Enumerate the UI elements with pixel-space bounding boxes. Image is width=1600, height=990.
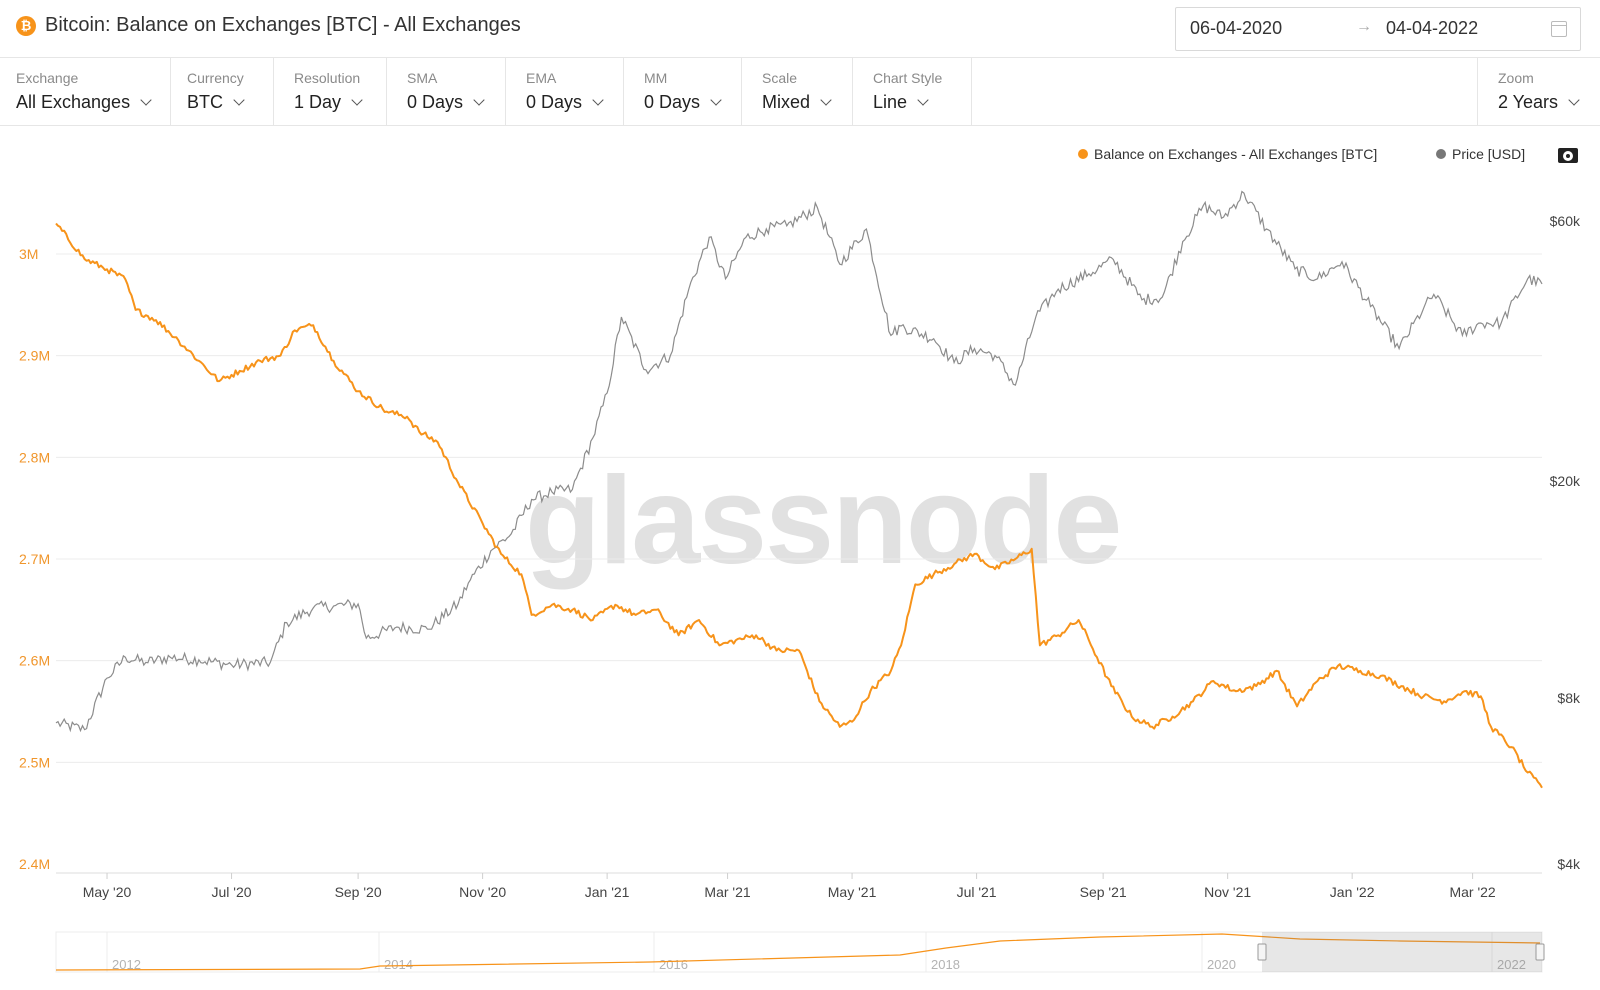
navigator-selection: [1262, 932, 1542, 972]
scale-dropdown[interactable]: Scale Mixed: [742, 58, 853, 126]
legend-item-price[interactable]: Price [USD]: [1436, 146, 1525, 162]
price-line: [55, 190, 1543, 733]
date-start-input[interactable]: 06-04-2020: [1190, 18, 1283, 38]
x-tick-label: Jan '21: [585, 884, 630, 900]
currency-dropdown[interactable]: Currency BTC: [171, 58, 274, 126]
zoom-label: Zoom: [1498, 70, 1534, 86]
scale-label: Scale: [762, 70, 798, 86]
resolution-value[interactable]: 1 Day: [294, 92, 363, 113]
navigator-handle: [1535, 943, 1545, 961]
y-right-tick-label: $20k: [1550, 473, 1581, 489]
scale-value[interactable]: Mixed: [762, 92, 832, 113]
camera-icon[interactable]: [1558, 148, 1578, 163]
y-right-tick-label: $4k: [1557, 856, 1581, 872]
sma-label: SMA: [407, 70, 438, 86]
zoom-dropdown[interactable]: Zoom 2 Years: [1477, 58, 1600, 126]
sma-value[interactable]: 0 Days: [407, 92, 485, 113]
y-right-tick-label: $8k: [1557, 690, 1581, 706]
resolution-dropdown[interactable]: Resolution 1 Day: [274, 58, 387, 126]
navigator-year-label: 2020: [1207, 957, 1236, 972]
x-tick-label: Jan '22: [1330, 884, 1375, 900]
chart-style-dropdown[interactable]: Chart Style Line: [853, 58, 972, 126]
header-bar: ₿ Bitcoin: Balance on Exchanges [BTC] - …: [0, 0, 1600, 58]
x-tick-label: Mar '22: [1449, 884, 1495, 900]
ema-dropdown[interactable]: EMA 0 Days: [506, 58, 624, 126]
navigator-year-label: 2012: [112, 957, 141, 972]
currency-label: Currency: [187, 70, 244, 86]
y-left-tick-label: 2.6M: [19, 653, 50, 669]
y-left-tick-label: 2.9M: [19, 348, 50, 364]
navigator-balance-line: [55, 933, 1541, 971]
x-tick-label: Mar '21: [704, 884, 750, 900]
arrow-right-icon: →: [1356, 18, 1372, 35]
calendar-icon[interactable]: [1551, 21, 1567, 37]
legend-item-balance[interactable]: Balance on Exchanges - All Exchanges [BT…: [1078, 146, 1377, 162]
x-tick-label: Jul '21: [957, 884, 997, 900]
x-tick-label: Sep '20: [335, 884, 382, 900]
legend-swatch-balance: [1078, 149, 1088, 159]
ema-value[interactable]: 0 Days: [526, 92, 604, 113]
page-title: Bitcoin: Balance on Exchanges [BTC] - Al…: [45, 14, 521, 36]
x-tick-label: May '21: [828, 884, 877, 900]
date-end-input[interactable]: 04-04-2022: [1386, 18, 1479, 38]
y-left-tick-label: 2.5M: [19, 754, 50, 770]
x-tick-label: Nov '20: [459, 884, 506, 900]
ema-label: EMA: [526, 70, 557, 86]
axis-labels: 2.4M 2.5M 2.6M 2.7M 2.8M 2.9M 3M $4k $8k $20k $60k…: [19, 213, 1581, 900]
chart-style-label: Chart Style: [873, 70, 943, 86]
balance-line: [55, 222, 1543, 789]
exchange-label: Exchange: [16, 70, 79, 86]
y-left-tick-label: 2.7M: [19, 551, 50, 567]
mm-value[interactable]: 0 Days: [644, 92, 722, 113]
navigator-year-label: 2022: [1497, 957, 1526, 972]
x-tick-label: Sep '21: [1080, 884, 1127, 900]
sma-dropdown[interactable]: SMA 0 Days: [387, 58, 506, 126]
mm-label: MM: [644, 70, 668, 86]
exchange-value[interactable]: All Exchanges: [16, 92, 152, 113]
mm-dropdown[interactable]: MM 0 Days: [624, 58, 742, 126]
legend-label-balance: Balance on Exchanges - All Exchanges [BT…: [1094, 146, 1378, 162]
chart-controls: Exchange All Exchanges Currency BTC Reso…: [0, 58, 1600, 126]
x-tick-label: Nov '21: [1204, 884, 1251, 900]
grid-lines: [56, 253, 1542, 874]
x-tick-label: Jul '20: [212, 884, 252, 900]
watermark: glassnode: [525, 452, 1122, 590]
x-tick-label: May '20: [83, 884, 132, 900]
navigator-year-label: 2014: [384, 957, 413, 972]
y-left-tick-label: 2.8M: [19, 449, 50, 465]
y-left-tick-label: 2.4M: [19, 856, 50, 872]
y-left-tick-label: 3M: [19, 246, 38, 262]
zoom-value[interactable]: 2 Years: [1498, 92, 1580, 113]
chart-style-value[interactable]: Line: [873, 92, 929, 113]
y-right-tick-label: $60k: [1550, 213, 1581, 229]
navigator-handle: [1257, 943, 1267, 961]
legend-label-price: Price [USD]: [1452, 146, 1526, 162]
date-range-picker[interactable]: 06-04-2020 → 04-04-2022: [1175, 7, 1581, 51]
balance-series: [55, 222, 1543, 789]
bitcoin-icon: ₿: [16, 16, 36, 36]
currency-value[interactable]: BTC: [187, 92, 245, 113]
navigator-year-label: 2018: [931, 957, 960, 972]
legend-swatch-price: [1436, 149, 1446, 159]
resolution-label: Resolution: [294, 70, 361, 86]
price-series: [55, 190, 1543, 733]
exchange-dropdown[interactable]: Exchange All Exchanges: [0, 58, 171, 126]
navigator-year-label: 2016: [659, 957, 688, 972]
range-navigator: 2012 2014 2016 2018 2020 2022: [55, 931, 1545, 973]
